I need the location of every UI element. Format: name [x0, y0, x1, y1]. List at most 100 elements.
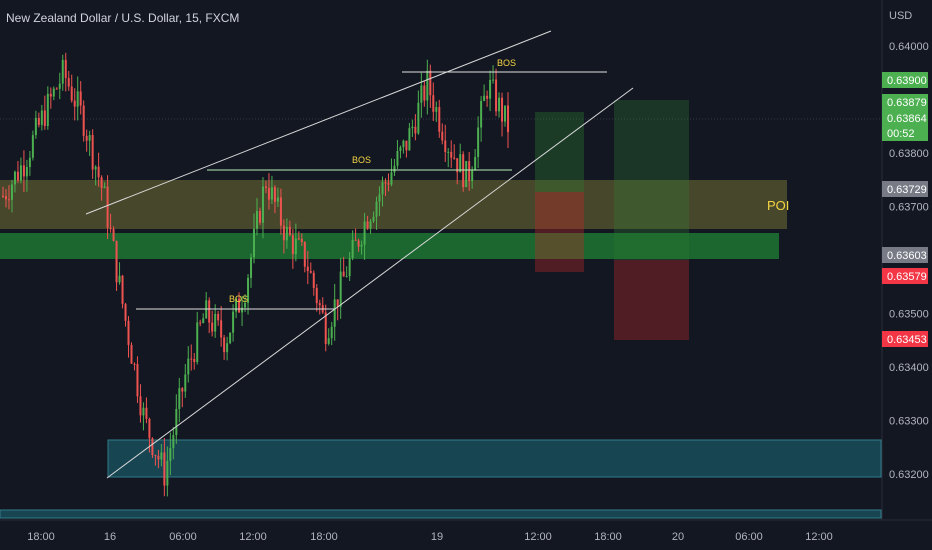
- candle-body: [357, 240, 360, 247]
- time-tick-label: 06:00: [169, 531, 197, 543]
- price-tag: [882, 125, 928, 141]
- price-tick-label: 0.63300: [889, 416, 929, 428]
- candle-body: [441, 131, 444, 141]
- candle-body: [25, 167, 28, 177]
- candle-body: [148, 418, 151, 439]
- candle-body: [157, 455, 160, 460]
- candle-body: [492, 79, 495, 81]
- price-tag: [882, 94, 928, 110]
- candle-body: [258, 211, 261, 223]
- candle-body: [4, 196, 7, 200]
- candle-body: [229, 332, 232, 344]
- candle-body: [420, 85, 423, 103]
- candle-body: [456, 158, 459, 173]
- candle-body: [103, 186, 106, 188]
- upper-trendline[interactable]: [85, 30, 552, 215]
- time-tick-label: 12:00: [805, 531, 833, 543]
- candle-body: [256, 211, 258, 229]
- candle-body: [273, 187, 276, 202]
- candle-body: [145, 407, 148, 419]
- candle-body: [163, 452, 166, 486]
- candle-body: [121, 275, 124, 304]
- candle-body: [196, 322, 199, 363]
- candle-body: [214, 313, 217, 332]
- price-tag: [882, 72, 928, 88]
- candle-body: [489, 79, 492, 99]
- candle-body: [136, 363, 139, 397]
- candle-body: [327, 338, 330, 344]
- candle-body: [480, 100, 483, 128]
- candle-body: [175, 408, 178, 436]
- candle-body: [100, 177, 103, 188]
- position-1-stop[interactable]: [535, 192, 584, 272]
- position-1-target[interactable]: [535, 112, 584, 192]
- price-tag-label: 0.63864: [887, 113, 927, 125]
- candle-body: [7, 199, 10, 201]
- price-tag-label: 0.63453: [887, 334, 927, 346]
- candle-body: [172, 435, 175, 448]
- candle-body: [88, 135, 91, 141]
- candle-body: [31, 135, 34, 158]
- price-axis[interactable]: 0.64000 0.63800 0.63700 0.63500 0.63400 0.633…: [889, 41, 929, 481]
- candle-body: [507, 105, 510, 133]
- candle-body: [109, 227, 112, 229]
- candle-body: [70, 86, 73, 101]
- candle-body: [193, 358, 196, 363]
- candle-body: [58, 83, 61, 89]
- candle-body: [46, 93, 49, 127]
- candle-body: [250, 257, 253, 278]
- candle-body: [285, 226, 288, 241]
- candle-body: [49, 93, 52, 97]
- time-tick-label: 16: [104, 531, 116, 543]
- position-2-target[interactable]: [614, 100, 689, 260]
- time-tick-label: 19: [431, 531, 443, 543]
- candle-body: [453, 157, 456, 159]
- time-tick-label: 18:00: [27, 531, 55, 543]
- candle-body: [354, 239, 357, 241]
- poi-zone[interactable]: [0, 180, 787, 229]
- bottom-zone: [0, 509, 882, 519]
- demand-zone[interactable]: [0, 233, 779, 259]
- candle-body: [151, 438, 154, 456]
- candle-body: [79, 91, 82, 106]
- candle-body: [279, 197, 282, 226]
- candle-body: [82, 105, 85, 136]
- candle-body: [504, 105, 507, 122]
- candle-body: [312, 272, 315, 288]
- candle-body: [282, 225, 285, 241]
- candle-body: [130, 344, 133, 364]
- candle-body: [288, 226, 291, 236]
- time-tick-label: 12:00: [239, 531, 267, 543]
- time-axis[interactable]: 18:00 16 06:00 12:00 18:00 19 12:00 18:00 20 06:0…: [27, 531, 833, 543]
- candle-body: [324, 312, 327, 344]
- candle-body: [486, 95, 489, 99]
- price-tick-label: 0.63200: [889, 469, 929, 481]
- candle-body: [330, 326, 333, 339]
- price-tick-label: 0.64000: [889, 41, 929, 53]
- support-zone[interactable]: [107, 439, 882, 478]
- candle-body: [190, 358, 193, 360]
- candle-body: [178, 388, 181, 409]
- price-tag-label: 0.63900: [887, 75, 927, 87]
- candle-body: [211, 322, 214, 332]
- candle-body: [67, 78, 70, 87]
- price-tag: [882, 247, 928, 263]
- candle-body: [264, 186, 267, 188]
- candle-body: [465, 161, 468, 188]
- candle-body: [417, 102, 420, 134]
- candle-body: [306, 266, 309, 272]
- candles: [2, 52, 510, 497]
- candle-body: [303, 241, 306, 267]
- candle-body: [34, 117, 37, 136]
- candle-body: [142, 407, 145, 416]
- position-2-stop[interactable]: [614, 260, 689, 340]
- candle-body: [124, 303, 127, 321]
- candle-body: [154, 455, 157, 457]
- candle-body: [372, 216, 375, 222]
- price-tag: [882, 181, 928, 197]
- lower-trendline[interactable]: [106, 87, 634, 479]
- price-tags: 0.63900 0.63879 0.63864 00:52 0.63729 0.63603…: [882, 72, 928, 347]
- candle-body: [187, 358, 190, 375]
- candle-body: [426, 70, 429, 101]
